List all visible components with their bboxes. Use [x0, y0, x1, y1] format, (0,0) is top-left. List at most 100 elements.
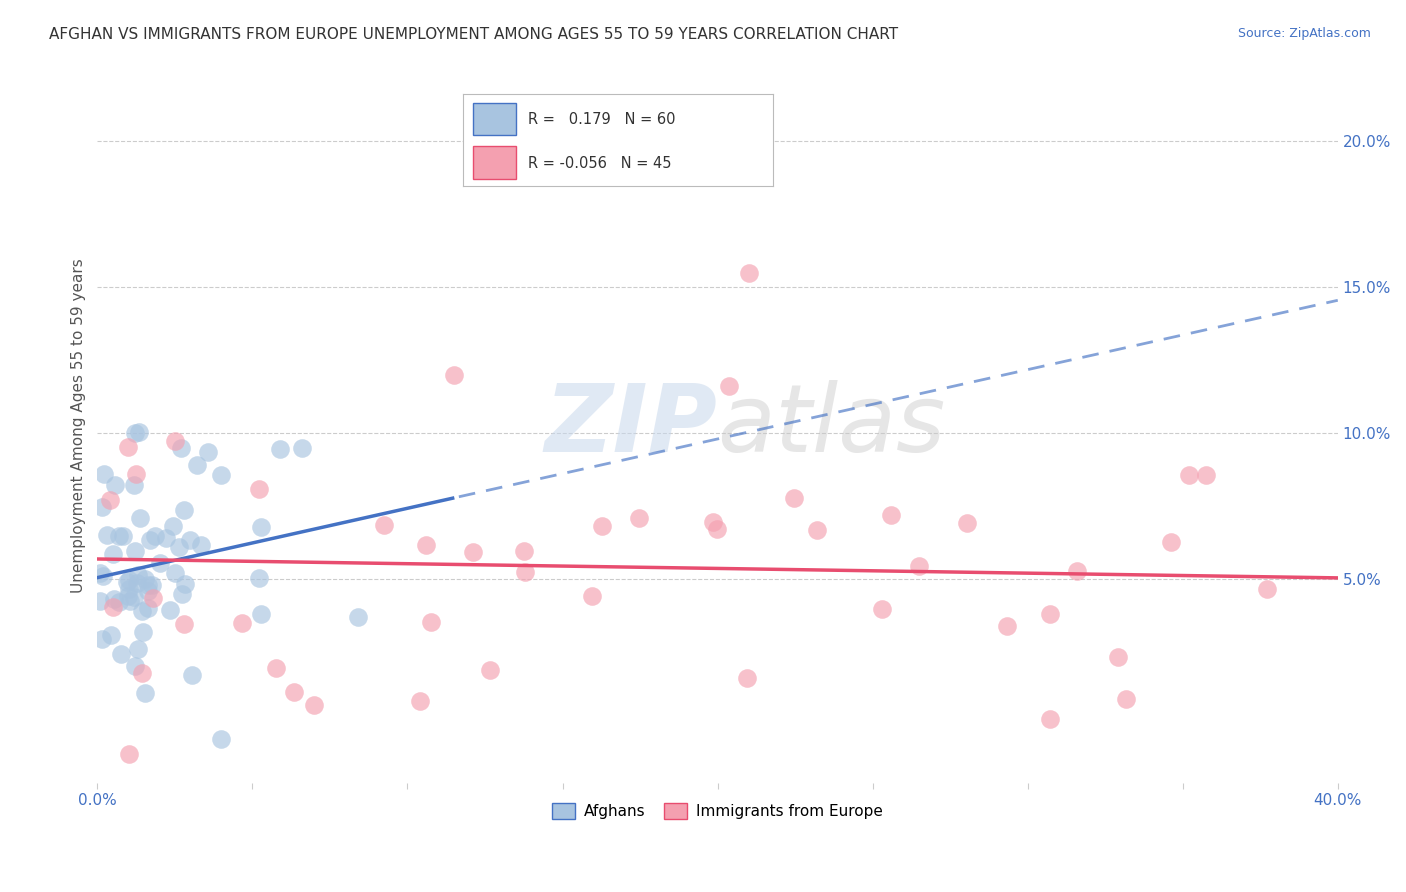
- Point: [373, 517, 395, 532]
- Point: [179, 533, 201, 547]
- Point: [174, 577, 197, 591]
- Point: [120, 593, 142, 607]
- Point: [181, 668, 204, 682]
- Point: [291, 441, 314, 455]
- Point: [591, 519, 613, 533]
- Point: [956, 516, 979, 530]
- Point: [165, 434, 187, 449]
- Point: [1178, 468, 1201, 483]
- Point: [107, 595, 129, 609]
- Point: [124, 543, 146, 558]
- Point: [628, 511, 651, 525]
- Point: [112, 528, 135, 542]
- Point: [127, 568, 149, 582]
- Point: [115, 574, 138, 589]
- Point: [122, 478, 145, 492]
- Point: [1256, 582, 1278, 596]
- Point: [870, 601, 893, 615]
- Point: [167, 540, 190, 554]
- Point: [186, 458, 208, 472]
- Text: ZIP: ZIP: [544, 380, 717, 472]
- Point: [142, 591, 165, 605]
- Point: [1160, 535, 1182, 549]
- Point: [515, 565, 537, 579]
- Point: [131, 665, 153, 680]
- Point: [1066, 564, 1088, 578]
- Point: [141, 578, 163, 592]
- Point: [478, 663, 501, 677]
- Point: [209, 732, 232, 747]
- Point: [461, 545, 484, 559]
- Point: [101, 599, 124, 614]
- Point: [880, 508, 903, 522]
- Point: [163, 566, 186, 580]
- Point: [129, 510, 152, 524]
- Point: [118, 573, 141, 587]
- Point: [127, 642, 149, 657]
- Point: [346, 610, 368, 624]
- Point: [91, 632, 114, 646]
- Point: [247, 571, 270, 585]
- Point: [117, 589, 139, 603]
- Point: [1195, 468, 1218, 483]
- Point: [143, 529, 166, 543]
- Point: [155, 531, 177, 545]
- Point: [706, 522, 728, 536]
- Point: [162, 518, 184, 533]
- Point: [110, 647, 132, 661]
- Point: [125, 576, 148, 591]
- Point: [108, 529, 131, 543]
- Point: [104, 477, 127, 491]
- Point: [170, 587, 193, 601]
- Point: [125, 467, 148, 482]
- Legend: Afghans, Immigrants from Europe: Afghans, Immigrants from Europe: [546, 797, 889, 825]
- Point: [420, 615, 443, 630]
- Point: [513, 544, 536, 558]
- Point: [132, 624, 155, 639]
- Point: [211, 467, 233, 482]
- Point: [101, 547, 124, 561]
- Point: [100, 628, 122, 642]
- Point: [806, 524, 828, 538]
- Point: [89, 566, 111, 580]
- Point: [89, 593, 111, 607]
- Point: [250, 607, 273, 621]
- Point: [735, 671, 758, 685]
- Point: [995, 618, 1018, 632]
- Point: [91, 500, 114, 514]
- Point: [103, 591, 125, 606]
- Point: [415, 538, 437, 552]
- Text: Source: ZipAtlas.com: Source: ZipAtlas.com: [1237, 27, 1371, 40]
- Point: [159, 603, 181, 617]
- Point: [136, 577, 159, 591]
- Point: [908, 559, 931, 574]
- Point: [117, 440, 139, 454]
- Point: [702, 515, 724, 529]
- Point: [231, 615, 253, 630]
- Point: [1039, 712, 1062, 726]
- Point: [269, 442, 291, 457]
- Point: [173, 502, 195, 516]
- Point: [134, 686, 156, 700]
- Point: [96, 528, 118, 542]
- Point: [264, 660, 287, 674]
- Point: [170, 441, 193, 455]
- Point: [302, 698, 325, 713]
- Point: [98, 492, 121, 507]
- Point: [93, 467, 115, 481]
- Point: [250, 520, 273, 534]
- Point: [134, 572, 156, 586]
- Point: [737, 266, 759, 280]
- Point: [173, 616, 195, 631]
- Point: [124, 659, 146, 673]
- Point: [197, 445, 219, 459]
- Point: [1039, 607, 1062, 622]
- Point: [581, 589, 603, 603]
- Point: [247, 482, 270, 496]
- Point: [128, 425, 150, 439]
- Point: [139, 533, 162, 548]
- Point: [408, 694, 430, 708]
- Point: [1108, 649, 1130, 664]
- Point: [149, 556, 172, 570]
- Point: [136, 601, 159, 615]
